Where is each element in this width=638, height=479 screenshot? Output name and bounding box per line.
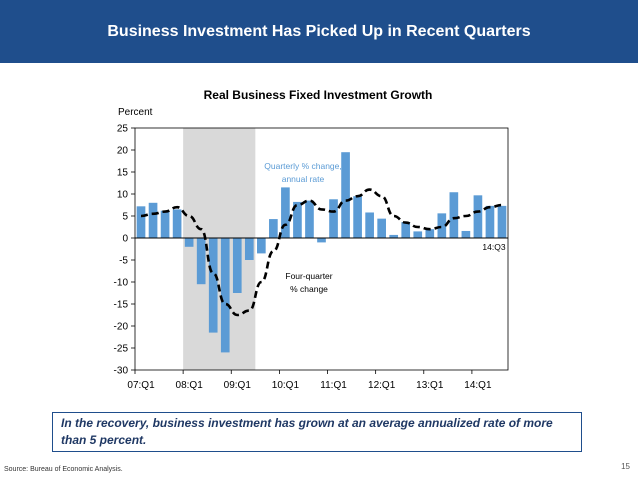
bar <box>341 152 350 238</box>
x-tick-label: 11:Q1 <box>320 380 347 391</box>
bar <box>281 187 290 238</box>
bar <box>257 238 266 254</box>
four-quarter-annotation-line: Four-quarter <box>285 271 332 281</box>
bar <box>437 213 447 238</box>
bar <box>148 202 158 238</box>
bar <box>425 229 435 238</box>
bar <box>365 212 374 238</box>
bar <box>232 238 242 293</box>
bar <box>473 195 483 238</box>
x-tick-label: 12:Q1 <box>368 380 396 391</box>
bar <box>317 238 326 243</box>
bar <box>172 209 182 238</box>
y-tick-label: 15 <box>117 168 129 179</box>
bar <box>208 238 218 333</box>
chart-title: Real Business Fixed Investment Growth <box>204 88 433 102</box>
page-number: 15 <box>621 462 630 471</box>
bar <box>269 219 278 238</box>
y-tick-label: -30 <box>114 366 129 377</box>
y-tick-label: 25 <box>117 124 129 135</box>
latest-quarter-annotation: 14:Q3 <box>482 242 505 252</box>
y-tick-label: 0 <box>122 234 128 245</box>
y-tick-label: -10 <box>114 278 129 289</box>
y-tick-label: -20 <box>114 322 129 333</box>
x-tick-label: 08:Q1 <box>176 380 204 391</box>
quarterly-annotation-line: Quarterly % change, <box>264 161 341 171</box>
bar <box>413 231 423 238</box>
bar <box>329 199 338 238</box>
bar <box>353 196 362 238</box>
bar <box>305 200 314 238</box>
y-tick-label: 5 <box>122 212 128 223</box>
bar <box>377 218 386 238</box>
plot-frame <box>134 127 509 371</box>
bar <box>220 238 230 353</box>
y-tick-label: 10 <box>117 190 129 201</box>
y-tick-label: -15 <box>114 300 129 311</box>
bar <box>497 205 507 238</box>
bar <box>184 238 194 247</box>
bar <box>244 238 254 260</box>
slide-title: Business Investment Has Picked Up in Rec… <box>107 22 531 40</box>
bar <box>136 206 146 238</box>
bar <box>196 238 206 285</box>
bar <box>485 205 495 238</box>
investment-growth-chart: Real Business Fixed Investment Growth Pe… <box>114 88 509 391</box>
source-note: Source: Bureau of Economic Analysis. <box>4 466 123 473</box>
bar <box>449 192 459 238</box>
bar <box>461 230 471 238</box>
bar <box>160 210 170 238</box>
bar <box>389 234 399 238</box>
four-quarter-line <box>140 188 503 317</box>
x-tick-label: 13:Q1 <box>416 380 444 391</box>
bar <box>293 201 302 238</box>
recession-shading <box>183 128 256 370</box>
summary-callout: In the recovery, business investment has… <box>52 412 582 452</box>
bar <box>401 222 411 238</box>
four-quarter-annotation-line: % change <box>290 284 328 294</box>
y-tick-label: -5 <box>119 256 128 267</box>
quarterly-annotation-line: annual rate <box>282 174 325 184</box>
summary-callout-text: In the recovery, business investment has… <box>61 416 553 447</box>
y-axis-label: Percent <box>118 107 153 118</box>
x-tick-label: 09:Q1 <box>224 380 252 391</box>
slide-title-banner: Business Investment Has Picked Up in Rec… <box>0 0 638 63</box>
x-tick-label: 10:Q1 <box>272 380 300 391</box>
x-tick-label: 07:Q1 <box>127 380 155 391</box>
x-tick-label: 14:Q1 <box>464 380 492 391</box>
y-tick-label: -25 <box>114 344 129 355</box>
y-tick-label: 20 <box>117 146 129 157</box>
